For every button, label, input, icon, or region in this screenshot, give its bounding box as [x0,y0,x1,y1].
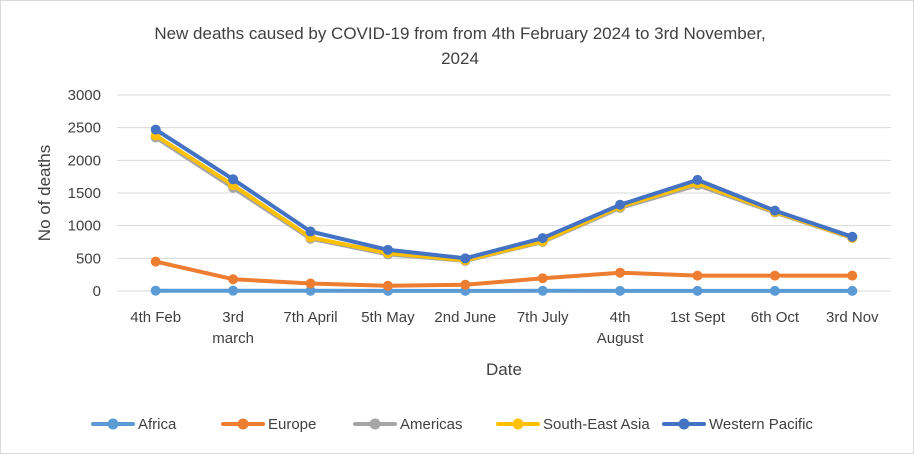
legend-item: Europe [221,416,316,433]
series-africa [150,285,858,296]
y-tick-label: 1000 [68,218,101,235]
data-point [460,253,471,264]
legend-marker-icon [369,418,381,430]
data-point [305,285,316,296]
legend-item: Africa [91,416,177,433]
y-tick-labels: 0 500 1000 1500 2000 2500 3000 [68,87,101,300]
data-point [847,270,858,281]
series-europe [150,256,858,291]
data-point [537,233,548,244]
x-tick-labels: 4th Feb 3rd march 7th April 5th May 2nd June 7… [130,309,879,347]
series-lines [150,124,858,296]
legend-item: Western Pacific [662,416,813,433]
y-tick-label: 2500 [68,120,101,137]
y-tick-label: 500 [76,250,101,267]
data-point [382,280,393,291]
x-tick-label: 6th Oct [751,309,800,326]
x-tick-label: 4th [610,309,631,326]
data-point [150,256,161,267]
x-tick-label: 3rd [222,309,244,326]
series-line [153,127,855,261]
data-point [228,274,239,285]
data-point [692,270,703,281]
data-point [305,278,316,289]
data-point [769,270,780,281]
data-point [460,279,471,290]
y-axis-title: No of deaths [35,145,54,241]
legend-label: Americas [400,416,463,433]
gridlines [117,94,891,292]
x-tick-label: 7th July [517,309,569,326]
y-tick-label: 2000 [68,152,101,169]
series-line [153,259,855,288]
x-tick-label: 5th May [361,309,415,326]
legend-item: Americas [353,416,463,433]
legend-label: South-East Asia [543,416,650,433]
data-point [847,285,858,296]
data-point [150,285,161,296]
data-point [305,226,316,237]
data-point [847,231,858,242]
data-point [537,285,548,296]
legend-label: Western Pacific [709,416,813,433]
legend-marker-icon [237,418,249,430]
series-line [153,133,855,263]
chart-title-line-2: 2024 [441,49,479,68]
legend-label: Africa [138,416,177,433]
x-tick-label: August [597,330,645,347]
legend-label: Europe [268,416,316,433]
legend-marker-icon [678,418,690,430]
data-point [692,285,703,296]
data-point [228,174,239,185]
x-tick-label: 7th April [283,309,337,326]
data-point [692,174,703,185]
x-tick-label: 1st Sept [670,309,726,326]
data-point [615,285,626,296]
data-point [615,267,626,278]
y-tick-label: 3000 [68,87,101,104]
series-south-east-asia [150,130,858,266]
legend: Africa Europe Americas South-East Asia Weste… [91,416,813,433]
legend-marker-icon [107,418,119,430]
data-point [615,199,626,210]
data-point [228,285,239,296]
x-tick-label: march [212,330,254,347]
x-tick-label: 3rd Nov [826,309,879,326]
data-point [382,244,393,255]
data-point [537,273,548,284]
legend-marker-icon [512,418,524,430]
data-point [769,285,780,296]
x-tick-label: 2nd June [434,309,496,326]
x-tick-label: 4th Feb [130,309,181,326]
y-tick-label: 1500 [68,185,101,202]
y-tick-label: 0 [93,283,101,300]
chart-title-line-1: New deaths caused by COVID-19 from from … [154,24,765,43]
data-point [769,205,780,216]
series-western-pacific [150,124,858,264]
legend-item: South-East Asia [496,416,650,433]
x-axis-title: Date [486,360,522,379]
data-point [150,124,161,135]
